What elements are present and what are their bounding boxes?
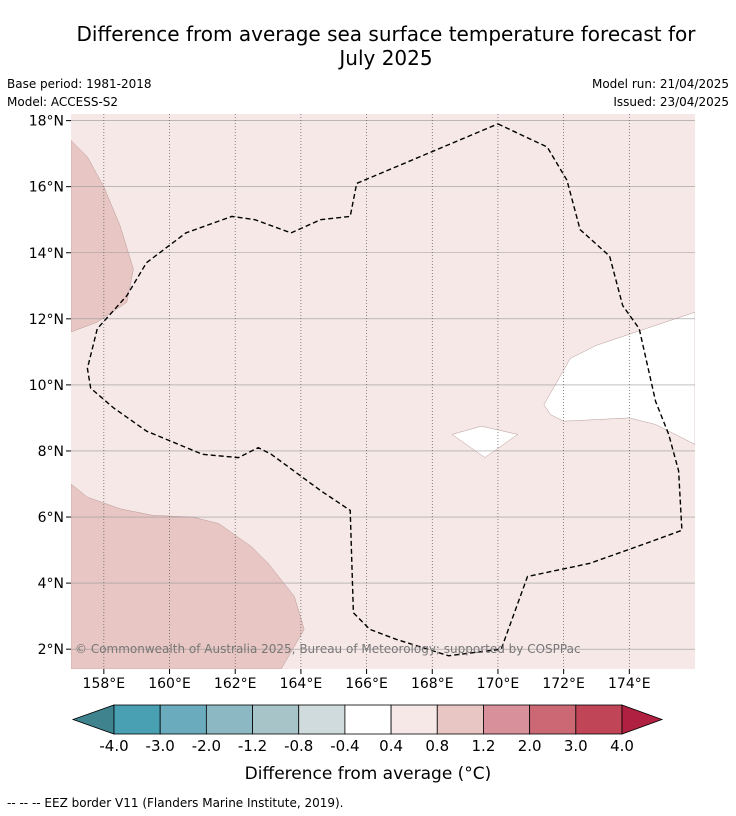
- lat-tick-label: 12°N: [29, 312, 64, 328]
- lon-tick-label: 160°E: [148, 676, 191, 692]
- anomaly-region: [543, 311, 695, 445]
- anomaly-region: [71, 483, 305, 669]
- lon-tick-label: 164°E: [280, 676, 323, 692]
- page-title: Difference from average sea surface temp…: [0, 22, 736, 70]
- lon-tick-label: 162°E: [214, 676, 257, 692]
- colorbar-swatch: [205, 704, 253, 735]
- meta-left: Base period: 1981-2018 Model: ACCESS-S2: [7, 75, 152, 111]
- anomaly-region: [71, 140, 134, 333]
- lat-tick-label: 2°N: [38, 642, 64, 658]
- colorbar: -4.0 -3.0 -2.0 -1.2 -0.8 -0.4 0.4 0.8 1.2 2.0 3.0 4…: [71, 704, 664, 755]
- lat-tick-label: 8°N: [38, 444, 64, 460]
- colorbar-tick-label: -0.4: [330, 737, 359, 755]
- colorbar-swatch: [344, 704, 392, 735]
- map-plot-area: © Commonwealth of Australia 2025, Bureau…: [71, 114, 695, 669]
- colorbar-extend-high: [621, 704, 664, 735]
- model-text: Model: ACCESS-S2: [7, 95, 119, 109]
- colorbar-tick-label: 0.8: [425, 737, 449, 755]
- meta-right: Model run: 21/04/2025 Issued: 23/04/2025: [592, 75, 729, 111]
- colorbar-swatch: [159, 704, 207, 735]
- colorbar-tick-label: -4.0: [99, 737, 128, 755]
- lon-tick-label: 166°E: [345, 676, 388, 692]
- lat-tick-label: 18°N: [29, 114, 64, 130]
- colorbar-tick-label: -0.8: [284, 737, 313, 755]
- colorbar-tick-label: -3.0: [146, 737, 175, 755]
- lon-tick-label: 158°E: [83, 676, 126, 692]
- copyright-notice: © Commonwealth of Australia 2025, Bureau…: [75, 642, 581, 656]
- colorbar-tick-label: 1.2: [472, 737, 496, 755]
- colorbar-extend-low: [71, 704, 115, 735]
- colorbar-tick-label: 3.0: [564, 737, 588, 755]
- lon-tick-label: 170°E: [477, 676, 520, 692]
- colorbar-swatch: [298, 704, 346, 735]
- anomaly-region: [451, 425, 519, 458]
- colorbar-tick-label: 0.4: [379, 737, 403, 755]
- colorbar-tick-label: 2.0: [518, 737, 542, 755]
- lat-tick-label: 4°N: [38, 576, 64, 592]
- base-period-text: Base period: 1981-2018: [7, 77, 152, 91]
- colorbar-swatch: [529, 704, 577, 735]
- lon-tick-label: 168°E: [411, 676, 454, 692]
- lon-tick-label: 172°E: [542, 676, 585, 692]
- eez-border: [86, 123, 683, 657]
- lat-tick-label: 6°N: [38, 510, 64, 526]
- title-line-2: July 2025: [339, 46, 433, 70]
- colorbar-swatch: [436, 704, 484, 735]
- colorbar-swatch: [113, 704, 161, 735]
- lon-tick-label: 174°E: [608, 676, 651, 692]
- colorbar-tick-label: -2.0: [192, 737, 221, 755]
- lat-tick-label: 14°N: [29, 246, 64, 262]
- lat-tick-label: 10°N: [29, 378, 64, 394]
- model-run-text: Model run: 21/04/2025: [591, 77, 729, 91]
- colorbar-swatch: [252, 704, 300, 735]
- colorbar-swatch: [390, 704, 438, 735]
- colorbar-tick-label: 4.0: [610, 737, 634, 755]
- colorbar-swatch: [483, 704, 531, 735]
- title-line-1: Difference from average sea surface temp…: [76, 22, 696, 46]
- colorbar-label: Difference from average (°C): [244, 764, 492, 784]
- issued-text: Issued: 23/04/2025: [613, 95, 729, 109]
- lat-tick-label: 16°N: [29, 180, 64, 196]
- footnote: -- -- -- EEZ border V11 (Flanders Marine…: [7, 796, 344, 810]
- colorbar-swatch: [575, 704, 623, 735]
- colorbar-tick-label: -1.2: [238, 737, 267, 755]
- map-axes: 2°N 4°N 6°N 8°N 10°N 12°N 14°N 16°N 18°N 158°E 160…: [29, 114, 651, 692]
